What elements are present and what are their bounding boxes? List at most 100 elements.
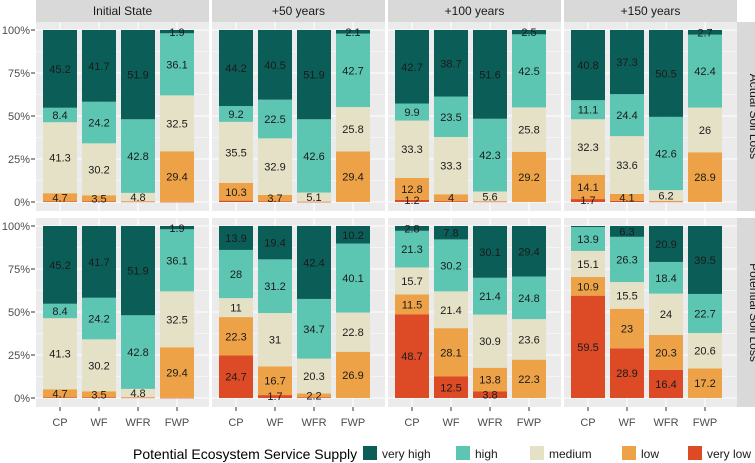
bar-segment-very-low: [434, 201, 468, 202]
bar-segment-low: [610, 193, 644, 201]
segment-value-label: 51.6: [479, 69, 500, 81]
bar-segment-very-low: [297, 397, 331, 398]
bar-segment-medium: [82, 143, 116, 196]
legend-entry-label: very low: [707, 447, 751, 461]
segment-value-label: 22.8: [342, 327, 363, 339]
x-tick-label: WFR: [653, 417, 678, 429]
bar-segment-medium: [688, 332, 722, 369]
segment-value-label: 30.1: [479, 247, 500, 259]
bar-segment-high: [82, 101, 116, 144]
legend-entry-label: low: [641, 447, 659, 461]
bar-segment-very-high: [219, 30, 253, 107]
facet-column-label: +100 years: [445, 4, 505, 18]
bar-segment-low: [121, 201, 155, 202]
bar-segment-medium: [649, 293, 683, 335]
bar-segment-very-high: [297, 30, 331, 120]
bar-segment-low: [121, 397, 155, 398]
y-tick-label: 25%: [8, 154, 30, 166]
segment-value-label: 22.3: [225, 331, 246, 343]
bar-segment-very-low: [121, 201, 155, 203]
bar-segment-very-low: [571, 295, 605, 398]
bar-segment-low: [82, 195, 116, 202]
bar-segment-very-high: [258, 30, 292, 100]
bar-segment-very-high: [43, 226, 77, 304]
segment-value-label: 4.8: [130, 192, 145, 204]
segment-value-label: 48.7: [401, 351, 422, 363]
segment-value-label: 26.9: [342, 370, 363, 382]
bar-segment-low: [43, 389, 77, 398]
bar-segment-medium: [297, 358, 331, 394]
segment-value-label: 42.6: [303, 151, 324, 163]
x-tick-label: WFR: [125, 417, 150, 429]
segment-value-label: 9.2: [228, 109, 243, 121]
bar-segment-medium: [82, 339, 116, 392]
x-tick-label: CP: [580, 417, 595, 429]
bar-segment-very-low: [160, 201, 194, 203]
bar-segment-high: [395, 103, 429, 121]
x-tick-label: FWP: [693, 417, 717, 429]
bar-segment-high: [610, 236, 644, 283]
segment-value-label: 33.6: [616, 160, 637, 172]
segment-value-label: 28.1: [440, 347, 461, 359]
segment-value-label: 19.4: [264, 238, 285, 250]
bar-segment-very-high: [82, 30, 116, 102]
segment-value-label: 42.3: [479, 150, 500, 162]
segment-value-label: 42.8: [127, 347, 148, 359]
bar-segment-very-low: [258, 201, 292, 202]
segment-value-label: 42.6: [655, 148, 676, 160]
x-tick-label: WF: [90, 417, 107, 429]
bar-segment-high: [512, 276, 546, 320]
bar-segment-very-low: [434, 376, 468, 398]
bar-segment-very-high: [610, 226, 644, 237]
segment-value-label: 23: [621, 324, 633, 336]
bar-segment-very-low: [473, 391, 507, 398]
bar-segment-high: [395, 230, 429, 268]
x-tick-label: WF: [442, 417, 459, 429]
segment-value-label: 24.2: [88, 314, 109, 326]
segment-value-label: 10.2: [342, 230, 363, 242]
bar-segment-very-low: [82, 201, 116, 202]
bar-segment-high: [219, 106, 253, 122]
bar-segment-medium: [121, 192, 155, 202]
segment-value-label: 22.7: [694, 308, 715, 320]
bar-segment-high: [82, 297, 116, 340]
bar-segment-low: [688, 368, 722, 398]
bar-segment-medium: [121, 388, 155, 398]
x-tick-label: WFR: [301, 417, 326, 429]
segment-value-label: 12.5: [440, 382, 461, 394]
segment-value-label: 30.2: [88, 164, 109, 176]
bar-segment-very-high: [649, 226, 683, 262]
bar-segment-high: [121, 119, 155, 193]
segment-value-label: 1.7: [267, 391, 282, 403]
x-tick-label: CP: [228, 417, 243, 429]
bar-segment-low: [512, 151, 546, 202]
bar-segment-medium: [395, 120, 429, 178]
x-tick-label: FWP: [341, 417, 365, 429]
bar-segment-low: [336, 151, 370, 202]
bar-segment-very-high: [649, 30, 683, 117]
bar-segment-high: [434, 96, 468, 137]
bar-segment-low: [395, 294, 429, 315]
segment-value-label: 20.3: [303, 371, 324, 383]
segment-value-label: 20.6: [694, 346, 715, 358]
segment-value-label: 24.2: [88, 118, 109, 130]
segment-value-label: 2.5: [521, 27, 536, 39]
segment-value-label: 13.9: [225, 233, 246, 245]
bar-segment-medium: [297, 192, 331, 202]
bar-segment-medium: [219, 298, 253, 318]
segment-value-label: 16.4: [655, 379, 676, 391]
bar-segment-very-high: [512, 226, 546, 277]
facet-row-label: Potential Soil Loss: [747, 263, 755, 362]
segment-value-label: 25.8: [518, 125, 539, 137]
bar-segment-very-low: [395, 199, 429, 202]
segment-value-label: 2.1: [345, 27, 360, 39]
bar-segment-medium: [610, 282, 644, 309]
bar-segment-very-high: [395, 30, 429, 104]
segment-value-label: 4.7: [52, 388, 67, 400]
bar-segment-low: [434, 328, 468, 377]
segment-value-label: 2.8: [404, 223, 419, 235]
bar-segment-low: [571, 276, 605, 296]
segment-value-label: 4.8: [130, 388, 145, 400]
legend-swatch-high: [456, 446, 470, 460]
segment-value-label: 39.5: [694, 255, 715, 267]
